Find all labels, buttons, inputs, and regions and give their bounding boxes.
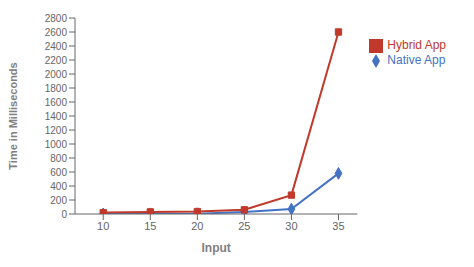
svg-text:25: 25	[238, 220, 250, 232]
svg-text:1600: 1600	[45, 97, 68, 108]
svg-text:400: 400	[50, 181, 67, 192]
svg-text:1800: 1800	[45, 83, 68, 94]
svg-text:1200: 1200	[45, 125, 68, 136]
html-text:Hybrid App: Hybrid App	[387, 38, 446, 52]
svg-text:Time in Milliseconds: Time in Milliseconds	[8, 62, 19, 169]
svg-text:20: 20	[191, 220, 203, 232]
svg-text:30: 30	[285, 220, 297, 232]
svg-text:10: 10	[97, 220, 109, 232]
svg-text:800: 800	[50, 153, 67, 164]
svg-text:0: 0	[61, 209, 67, 220]
svg-text:Input: Input	[201, 241, 230, 255]
svg-text:2400: 2400	[45, 41, 68, 52]
svg-text:200: 200	[50, 195, 67, 206]
svg-text:2600: 2600	[45, 27, 68, 38]
svg-text:2000: 2000	[45, 69, 68, 80]
svg-text:15: 15	[144, 220, 156, 232]
svg-text:1400: 1400	[45, 111, 68, 122]
svg-text:600: 600	[50, 167, 67, 178]
svg-text:2200: 2200	[45, 55, 68, 66]
svg-text:2800: 2800	[45, 13, 68, 24]
html-text:Native App: Native App	[387, 52, 446, 67]
svg-text:1000: 1000	[45, 139, 68, 150]
svg-text:35: 35	[332, 220, 344, 232]
